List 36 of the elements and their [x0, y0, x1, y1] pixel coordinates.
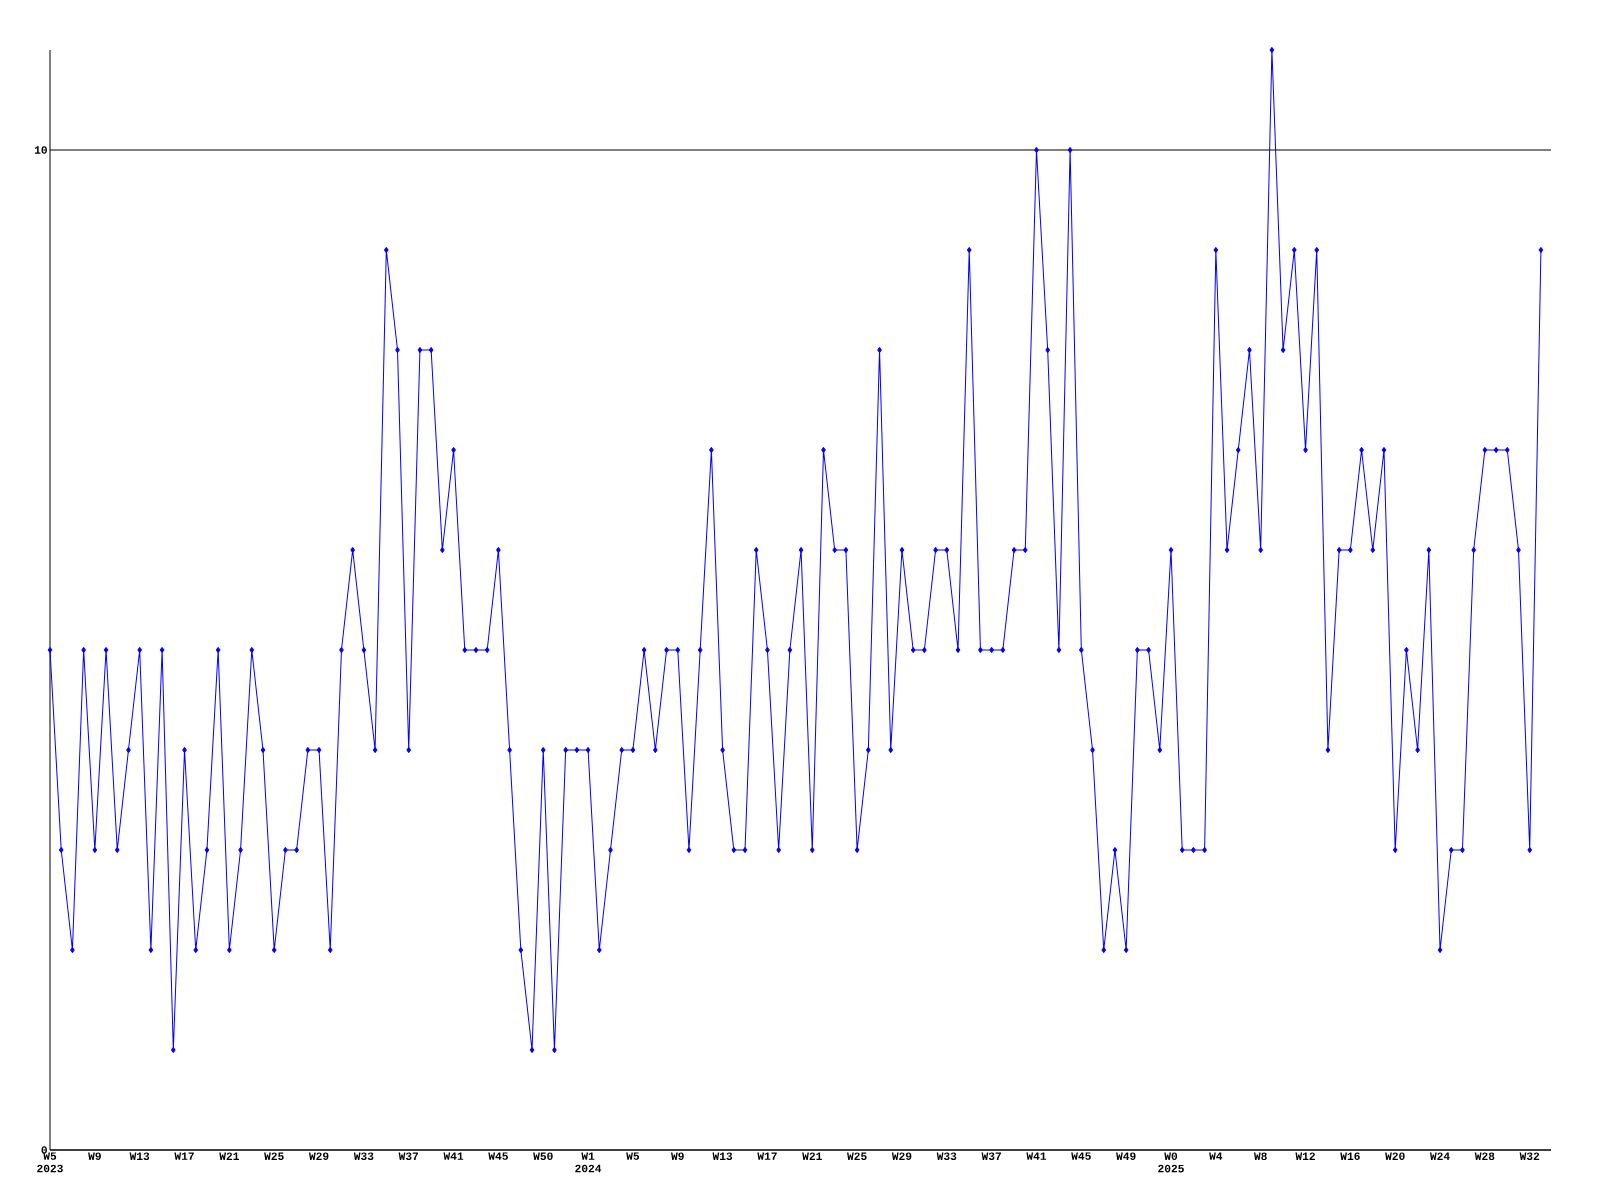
x-tick-label: W49: [1116, 1152, 1136, 1160]
x-tick-label: W29: [891, 1152, 912, 1160]
x-tick-label: W17: [174, 1152, 194, 1160]
x-tick-label: W25: [847, 1152, 867, 1160]
x-tick-label: W12: [1295, 1152, 1315, 1160]
x-tick-label: W8: [1253, 1152, 1267, 1160]
x-tick-label: W20: [1385, 1152, 1405, 1160]
x-tick-label: W5: [626, 1152, 640, 1160]
y-tick-label: 0: [41, 1146, 47, 1154]
x-tick-label: W45: [1071, 1152, 1091, 1160]
x-tick-label: W13: [712, 1152, 733, 1161]
x-tick-label: W13: [129, 1152, 150, 1161]
x-tick-label: W28: [1474, 1152, 1495, 1160]
x-tick-label: W9: [88, 1152, 101, 1160]
y-tick-label: 10: [34, 146, 47, 154]
x-tick-label: W37: [981, 1152, 1001, 1161]
x-tick-label: W21: [802, 1152, 822, 1160]
x-tick-label: W0 2025: [1158, 1152, 1184, 1173]
x-tick-label: W21: [219, 1152, 239, 1160]
x-tick-label: W29: [308, 1152, 329, 1160]
x-tick-label: W50: [533, 1152, 553, 1160]
x-tick-label: W5 2023: [37, 1152, 63, 1173]
x-tick-label: W25: [264, 1152, 284, 1160]
x-tick-label: W1 2024: [575, 1152, 602, 1173]
x-tick-label: W17: [757, 1152, 777, 1160]
x-tick-label: W41: [443, 1152, 464, 1160]
x-tick-label: W37: [398, 1152, 419, 1161]
x-tick-label: W33: [353, 1152, 374, 1161]
x-tick-label: W24: [1429, 1152, 1450, 1160]
x-tick-label: W41: [1026, 1152, 1047, 1160]
x-tick-label: W45: [488, 1152, 508, 1160]
x-tick-label: W16: [1340, 1152, 1360, 1160]
x-tick-label: W33: [936, 1152, 957, 1161]
x-tick-label: W9: [671, 1152, 684, 1160]
x-tick-label: W4: [1209, 1152, 1223, 1160]
x-tick-label: W32: [1519, 1152, 1540, 1161]
